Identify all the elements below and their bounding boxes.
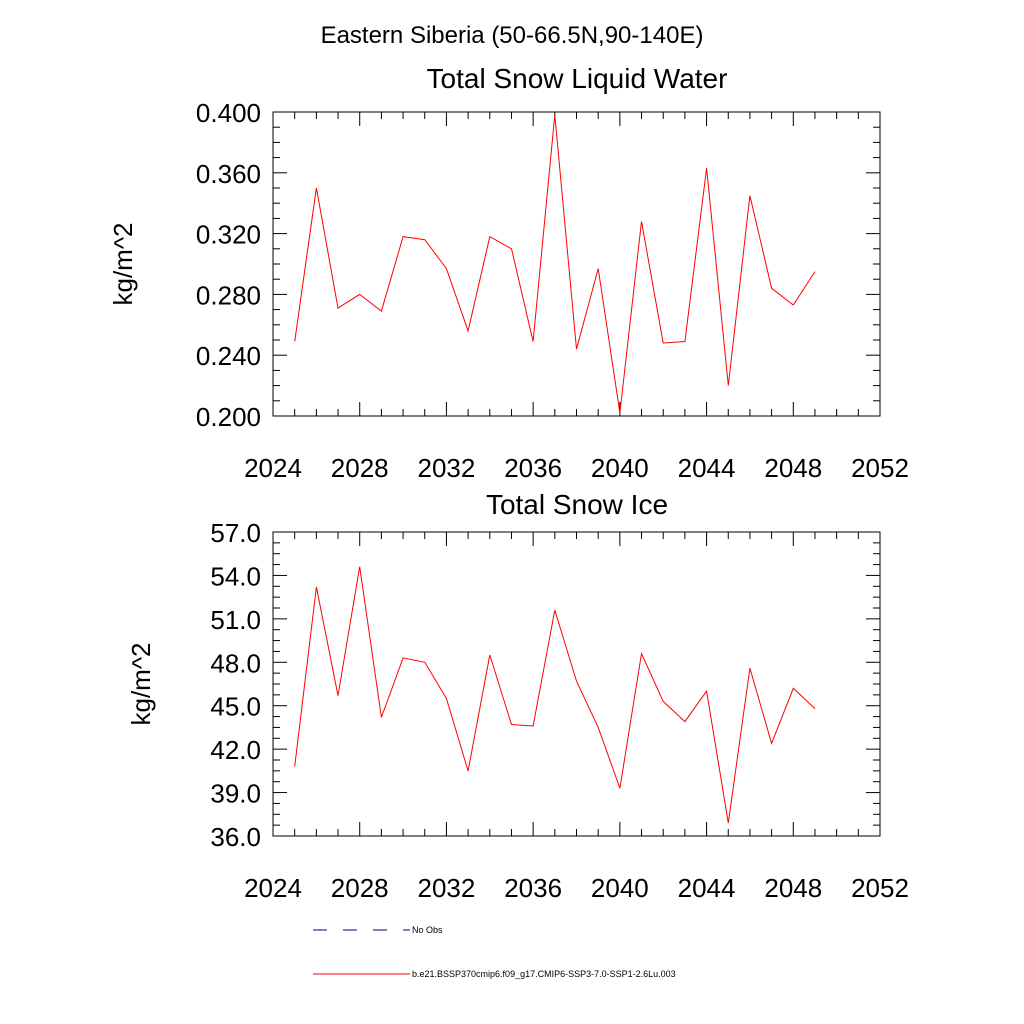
y-tick-label: 57.0 — [210, 518, 261, 548]
x-tick-label: 2044 — [678, 453, 736, 483]
y-tick-label: 0.400 — [196, 98, 261, 128]
x-tick-label: 2028 — [331, 873, 389, 903]
plot-frame — [272, 531, 881, 837]
y-tick-label: 51.0 — [210, 605, 261, 635]
x-tick-label: 2052 — [851, 453, 909, 483]
y-tick-label: 48.0 — [210, 648, 261, 678]
chart-title: Total Snow Ice — [486, 489, 668, 520]
chart-panel-snow-ice: Total Snow Ice kg/m^2 2024 2028 2032 2036 20… — [126, 489, 909, 903]
x-tick-label: 2044 — [678, 873, 736, 903]
y-axis-label: kg/m^2 — [108, 222, 138, 305]
y-tick-label: 0.240 — [196, 341, 261, 371]
x-tick-label: 2024 — [244, 873, 302, 903]
y-axis-label: kg/m^2 — [126, 642, 156, 725]
x-tick-label: 2032 — [418, 453, 476, 483]
y-tick-label: 36.0 — [210, 822, 261, 852]
x-tick-label: 2028 — [331, 453, 389, 483]
x-tick-label: 2036 — [504, 873, 562, 903]
legend-label-no-obs: No Obs — [412, 925, 443, 935]
series-line — [294, 566, 816, 824]
y-tick-label: 42.0 — [210, 735, 261, 765]
y-tick-label: 39.0 — [210, 779, 261, 809]
x-tick-label: 2048 — [764, 453, 822, 483]
plot-frame — [272, 111, 881, 417]
y-tick-label: 0.360 — [196, 159, 261, 189]
y-tick-label: 0.200 — [196, 402, 261, 432]
y-tick-label: 0.280 — [196, 280, 261, 310]
x-tick-label: 2036 — [504, 453, 562, 483]
legend-label-model: b.e21.BSSP370cmip6.f09_g17.CMIP6-SSP3-7.… — [412, 969, 676, 979]
x-tick-label: 2040 — [591, 453, 649, 483]
series-line — [294, 114, 816, 414]
x-tick-label: 2032 — [418, 873, 476, 903]
x-tick-label: 2024 — [244, 453, 302, 483]
y-tick-label: 45.0 — [210, 692, 261, 722]
figure-suptitle: Eastern Siberia (50-66.5N,90-140E) — [321, 22, 704, 49]
chart-panel-liquid-water: Total Snow Liquid Water kg/m^2 2024 2028 2… — [108, 63, 909, 483]
y-tick-label: 54.0 — [210, 561, 261, 591]
x-tick-label: 2040 — [591, 873, 649, 903]
chart-title: Total Snow Liquid Water — [427, 63, 728, 94]
x-tick-label: 2052 — [851, 873, 909, 903]
x-tick-label: 2048 — [764, 873, 822, 903]
y-tick-label: 0.320 — [196, 220, 261, 250]
legend: No Obs b.e21.BSSP370cmip6.f09_g17.CMIP6-… — [313, 925, 676, 979]
